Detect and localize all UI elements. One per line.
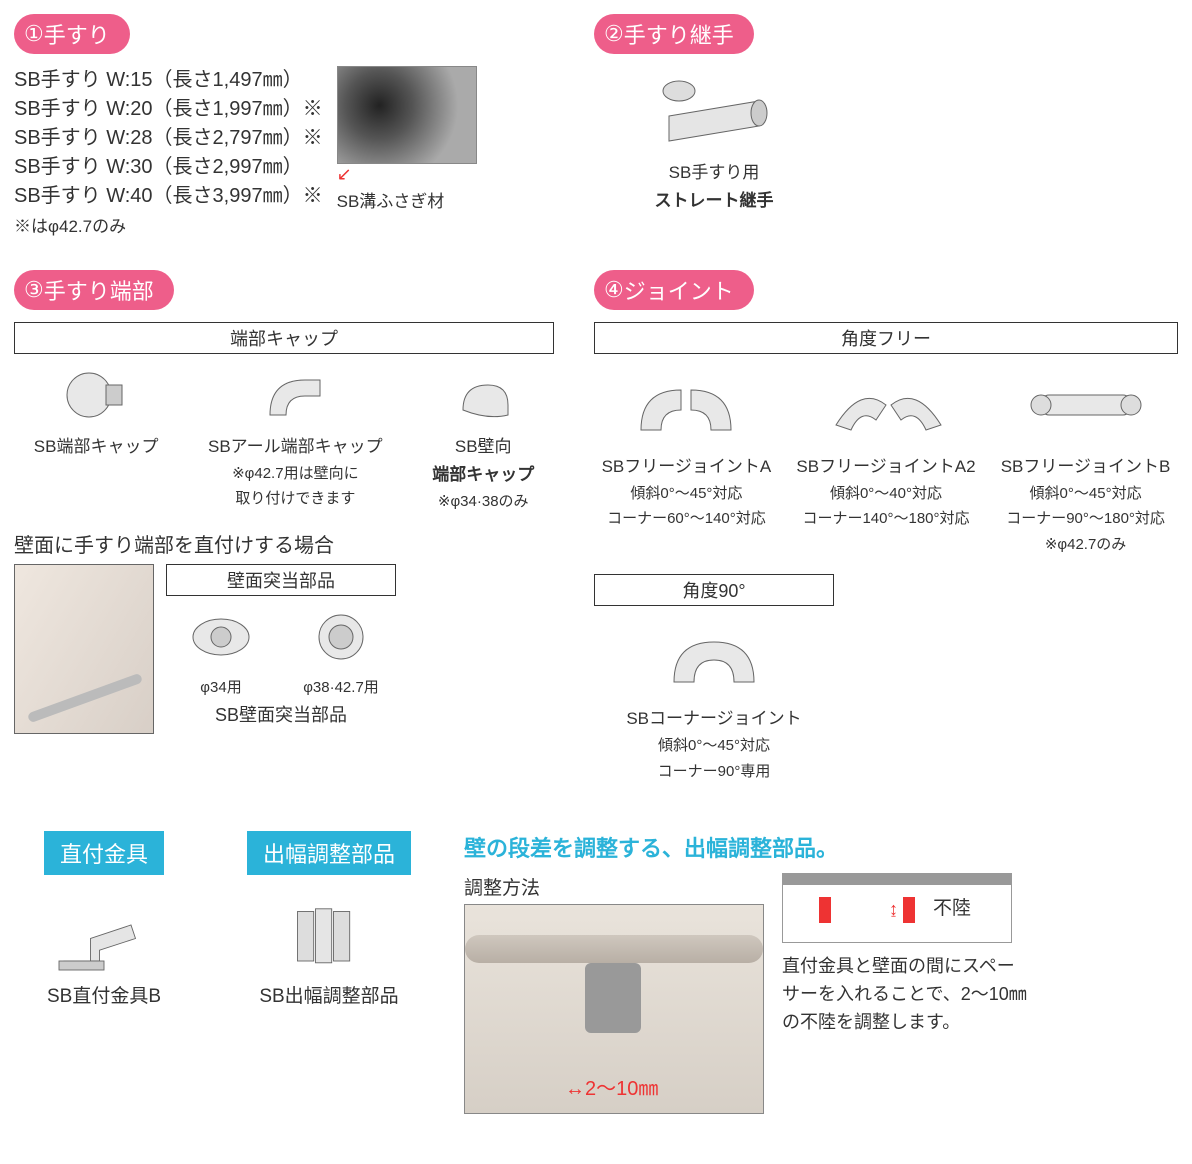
spec-line: SB手すり W:40（長さ3,997㎜）※ bbox=[14, 182, 323, 211]
direct-bracket-label: 直付金具 bbox=[44, 831, 164, 875]
spec-line: SB手すり W:28（長さ2,797㎜）※ bbox=[14, 124, 323, 153]
section-3-header: ③ 手すり端部 bbox=[14, 270, 174, 310]
free-joint-a-l2: コーナー60°〜140°対応 bbox=[607, 509, 766, 529]
end-cap-tablehead: 端部キャップ bbox=[14, 322, 554, 354]
end-cap-caption: SB端部キャップ bbox=[34, 436, 159, 458]
section-1-number: ① bbox=[24, 21, 44, 47]
free-joint-a2-icon bbox=[821, 360, 951, 450]
corner-joint-name: SBコーナージョイント bbox=[626, 708, 801, 730]
section-4-title: ジョイント bbox=[624, 274, 734, 306]
wall-mount-diagram bbox=[14, 564, 154, 734]
wall-mount-subhead: 壁面に手すり端部を直付けする場合 bbox=[14, 529, 554, 558]
end-cap-icon bbox=[51, 360, 141, 430]
section-4-header: ④ ジョイント bbox=[594, 270, 754, 310]
spacer-body-text: 直付金具と壁面の間にスペーサーを入れることで、2〜10㎜の不陸を調整します。 bbox=[782, 953, 1032, 1037]
spec-line: SB手すり W:30（長さ2,997㎜） bbox=[14, 153, 323, 182]
free-joint-a-l1: 傾斜0°〜45°対応 bbox=[630, 484, 742, 504]
free-joint-b-l3: ※φ42.7のみ bbox=[1045, 535, 1127, 555]
handrail-spec-list: SB手すり W:15（長さ1,497㎜） SB手すり W:20（長さ1,997㎜… bbox=[14, 66, 323, 240]
wall-end-cap-caption-2: 端部キャップ bbox=[432, 464, 534, 486]
straight-joint-caption-2: ストレート継手 bbox=[655, 190, 774, 212]
corner-joint-l1: 傾斜0°〜45°対応 bbox=[658, 736, 770, 756]
section-2-header: ② 手すり継手 bbox=[594, 14, 754, 54]
section-2-title: 手すり継手 bbox=[624, 18, 734, 50]
straight-joint-caption-1: SB手すり用 bbox=[669, 162, 760, 184]
wall-end-cap-icon bbox=[438, 360, 528, 430]
free-joint-a-icon bbox=[621, 360, 751, 450]
wall-end-cap-caption-1: SB壁向 bbox=[455, 436, 512, 458]
wall-end-cap-note: ※φ34·38のみ bbox=[438, 492, 529, 512]
section-1-title: 手すり bbox=[44, 18, 110, 50]
direct-bracket-icon bbox=[39, 889, 169, 979]
free-joint-b-icon bbox=[1021, 360, 1151, 450]
r-end-cap-caption: SBアール端部キャップ bbox=[208, 436, 383, 458]
wall-abutment-38-size: φ38·42.7用 bbox=[303, 678, 379, 698]
arrow-icon: ↙ bbox=[337, 164, 352, 185]
adjust-method-label: 調整方法 bbox=[464, 873, 764, 900]
free-joint-a2-l1: 傾斜0°〜40°対応 bbox=[830, 484, 942, 504]
free-joint-a-name: SBフリージョイントA bbox=[602, 456, 772, 478]
wall-abutment-34-icon bbox=[181, 602, 261, 672]
spec-note: ※はφ42.7のみ bbox=[14, 215, 323, 240]
adjust-arrow-icon: ↔ bbox=[565, 1078, 585, 1100]
free-joint-b-name: SBフリージョイントB bbox=[1001, 456, 1171, 478]
section-3-title: 手すり端部 bbox=[44, 274, 154, 306]
width-adjust-caption: SB出幅調整部品 bbox=[259, 985, 398, 1010]
straight-joint-icon bbox=[649, 66, 779, 156]
wall-abutment-38-icon bbox=[301, 602, 381, 672]
free-joint-b-l2: コーナー90°〜180°対応 bbox=[1006, 509, 1165, 529]
spec-line: SB手すり W:15（長さ1,497㎜） bbox=[14, 66, 323, 95]
corner-joint-icon bbox=[649, 612, 779, 702]
groove-filler-photo bbox=[337, 66, 477, 164]
corner-joint-l2: コーナー90°専用 bbox=[658, 762, 771, 782]
spacer-arrow-icon: ↨ bbox=[889, 899, 898, 920]
free-joint-b-l1: 傾斜0°〜45°対応 bbox=[1030, 484, 1142, 504]
groove-filler-caption: SB溝ふさぎ材 bbox=[337, 191, 445, 213]
adjust-callout: 2〜10㎜ bbox=[585, 1078, 658, 1100]
width-adjust-label: 出幅調整部品 bbox=[247, 831, 411, 875]
angle-90-head: 角度90° bbox=[594, 574, 834, 606]
section-2-number: ② bbox=[604, 21, 624, 47]
wall-abutment-head: 壁面突当部品 bbox=[166, 564, 396, 596]
direct-bracket-caption: SB直付金具B bbox=[47, 985, 161, 1010]
r-end-cap-note-1: ※φ42.7用は壁向に bbox=[232, 464, 359, 484]
spec-line: SB手すり W:20（長さ1,997㎜）※ bbox=[14, 95, 323, 124]
free-joint-a2-name: SBフリージョイントA2 bbox=[796, 456, 975, 478]
section-1-header: ① 手すり bbox=[14, 14, 130, 54]
section-3-number: ③ bbox=[24, 277, 44, 303]
adjust-heading: 壁の段差を調整する、出幅調整部品。 bbox=[464, 831, 1178, 863]
adjust-method-photo: ↔2〜10㎜ bbox=[464, 904, 764, 1114]
free-joint-a2-l2: コーナー140°〜180°対応 bbox=[802, 509, 969, 529]
angle-free-head: 角度フリー bbox=[594, 322, 1178, 354]
section-4-number: ④ bbox=[604, 277, 624, 303]
width-adjust-icon bbox=[264, 889, 394, 979]
spacer-label: 不陸 bbox=[933, 893, 971, 920]
spacer-diagram: ↨ 不陸 bbox=[782, 873, 1012, 943]
r-end-cap-icon bbox=[250, 360, 340, 430]
wall-abutment-caption: SB壁面突当部品 bbox=[166, 704, 396, 727]
wall-abutment-34-size: φ34用 bbox=[200, 678, 241, 698]
r-end-cap-note-2: 取り付けできます bbox=[235, 489, 355, 509]
